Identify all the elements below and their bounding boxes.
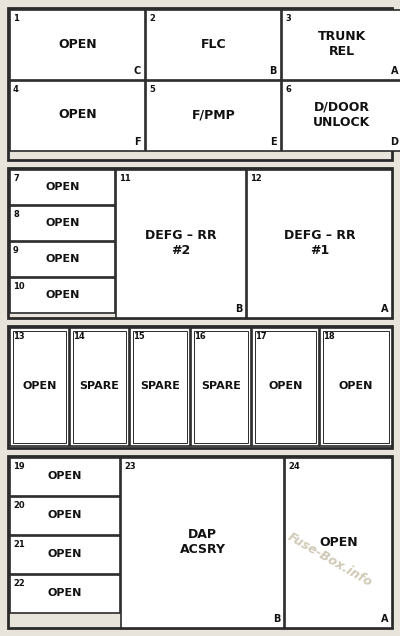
Bar [8, 326, 392, 448]
Text: F/PMP: F/PMP [192, 109, 235, 121]
Text: OPEN: OPEN [58, 38, 97, 50]
Bar [10, 206, 115, 241]
Bar [133, 331, 187, 443]
Text: 11: 11 [119, 174, 131, 183]
Text: OPEN: OPEN [45, 181, 80, 191]
Text: 8: 8 [13, 210, 19, 219]
Text: 13: 13 [13, 332, 25, 341]
Text: 5: 5 [149, 85, 155, 94]
Text: OPEN: OPEN [48, 549, 82, 559]
Text: 3: 3 [285, 14, 291, 23]
Text: 10: 10 [13, 282, 25, 291]
Bar [282, 81, 400, 151]
Text: OPEN: OPEN [45, 254, 80, 263]
Text: 15: 15 [133, 332, 145, 341]
Bar [255, 331, 316, 443]
Bar [130, 328, 190, 446]
Text: OPEN: OPEN [58, 109, 97, 121]
Text: 24: 24 [288, 462, 300, 471]
Text: SPARE: SPARE [140, 381, 180, 391]
Bar [10, 497, 120, 535]
Bar [10, 536, 120, 574]
Text: F: F [134, 137, 141, 147]
Bar [191, 328, 251, 446]
Bar [146, 10, 281, 80]
Bar [10, 170, 115, 205]
Text: 17: 17 [255, 332, 267, 341]
Text: 20: 20 [13, 501, 25, 510]
Bar [8, 8, 392, 160]
Text: OPEN: OPEN [268, 381, 303, 391]
Text: 14: 14 [73, 332, 85, 341]
Bar [10, 10, 145, 80]
Text: 23: 23 [124, 462, 136, 471]
Text: SPARE: SPARE [201, 381, 241, 391]
Text: DEFG – RR
#2: DEFG – RR #2 [145, 229, 217, 257]
Text: A: A [380, 614, 388, 624]
Text: 2: 2 [149, 14, 155, 23]
Text: SPARE: SPARE [80, 381, 120, 391]
Bar [10, 328, 69, 446]
Text: 12: 12 [250, 174, 262, 183]
Text: 21: 21 [13, 540, 25, 549]
Text: DAP
ACSRY: DAP ACSRY [180, 528, 226, 556]
Text: Fuse-Box.info: Fuse-Box.info [285, 530, 375, 590]
Bar [282, 10, 400, 80]
Bar [8, 168, 392, 318]
Bar [10, 458, 120, 496]
Text: 22: 22 [13, 579, 25, 588]
Bar [8, 456, 392, 628]
Text: 6: 6 [285, 85, 291, 94]
Bar [323, 331, 389, 443]
Text: 7: 7 [13, 174, 19, 183]
Text: 18: 18 [323, 332, 335, 341]
Text: OPEN: OPEN [48, 510, 82, 520]
Text: 16: 16 [194, 332, 206, 341]
Text: D: D [390, 137, 398, 147]
Text: D/DOOR
UNLOCK: D/DOOR UNLOCK [313, 101, 371, 129]
Bar [10, 242, 115, 277]
Text: B: B [273, 614, 280, 624]
Text: 1: 1 [13, 14, 19, 23]
Text: OPEN: OPEN [48, 471, 82, 481]
Bar [121, 458, 284, 628]
Text: A: A [390, 66, 398, 76]
Text: C: C [134, 66, 141, 76]
Text: 9: 9 [13, 246, 19, 255]
Text: 19: 19 [13, 462, 25, 471]
Text: DEFG – RR
#1: DEFG – RR #1 [284, 229, 355, 257]
Bar [73, 331, 126, 443]
Bar [247, 170, 392, 318]
Text: B: B [235, 304, 242, 314]
Text: OPEN: OPEN [319, 536, 358, 548]
Bar [320, 328, 392, 446]
Bar [194, 331, 248, 443]
Bar [285, 458, 392, 628]
Text: A: A [380, 304, 388, 314]
Bar [13, 331, 66, 443]
Text: 4: 4 [13, 85, 19, 94]
Bar [116, 170, 246, 318]
Text: OPEN: OPEN [45, 218, 80, 228]
Text: OPEN: OPEN [45, 289, 80, 300]
Bar [146, 81, 281, 151]
Text: B: B [270, 66, 277, 76]
Bar [252, 328, 319, 446]
Bar [10, 81, 145, 151]
Bar [10, 575, 120, 613]
Text: FLC: FLC [201, 38, 226, 50]
Bar [70, 328, 129, 446]
Bar [10, 278, 115, 313]
Text: E: E [270, 137, 277, 147]
Text: TRUNK
REL: TRUNK REL [318, 30, 366, 58]
Text: OPEN: OPEN [339, 381, 373, 391]
Text: OPEN: OPEN [48, 588, 82, 598]
Text: OPEN: OPEN [22, 381, 57, 391]
